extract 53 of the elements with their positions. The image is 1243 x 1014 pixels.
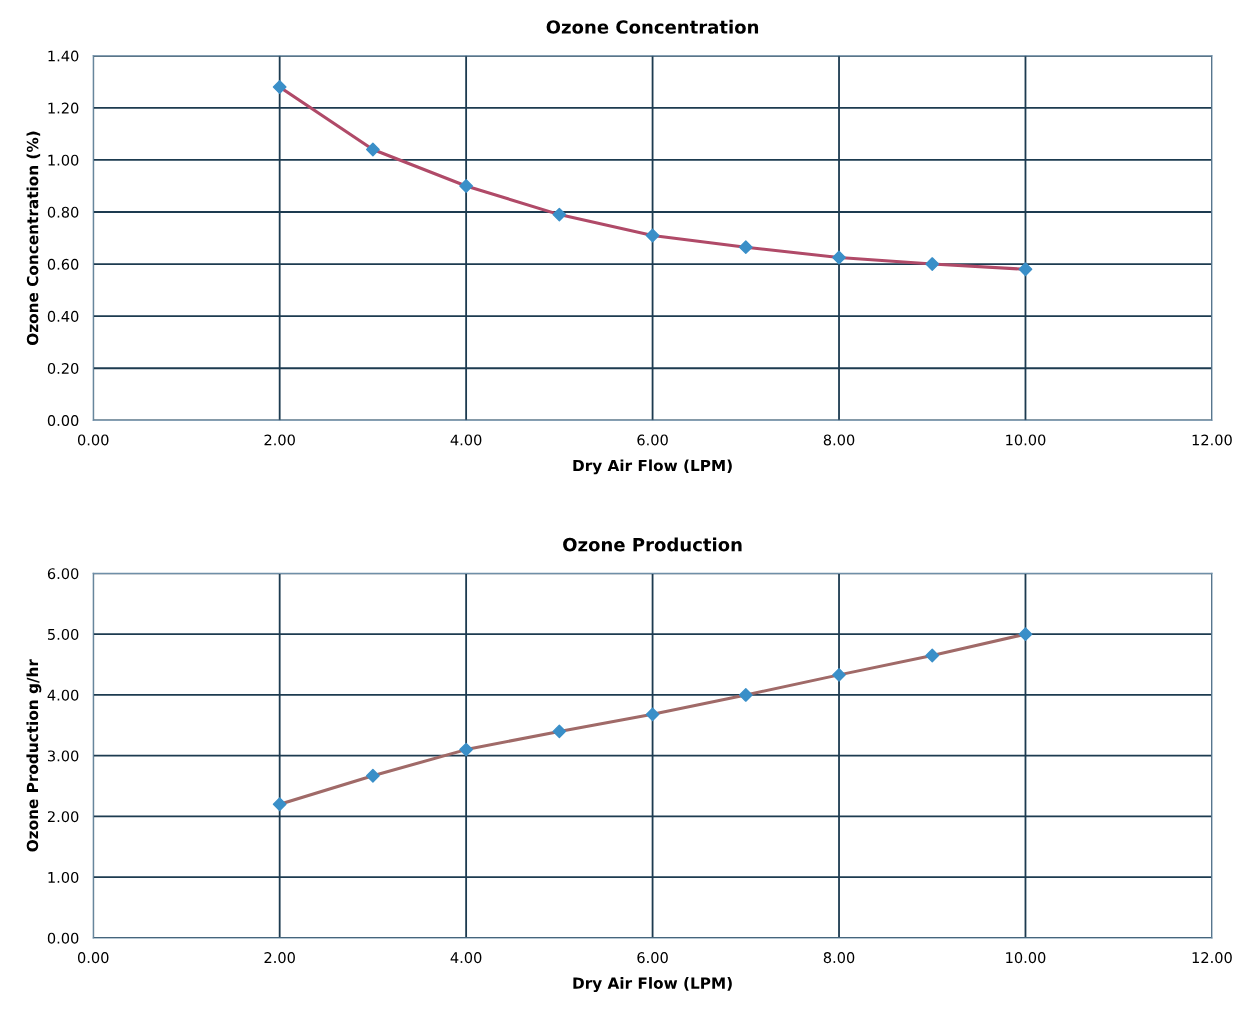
y-axis-title: Ozone Concentration (%) <box>26 131 41 346</box>
x-tick-label: 0.00 <box>77 952 109 964</box>
point <box>738 688 753 702</box>
y-tick-label: 1.40 <box>48 50 79 62</box>
x-tick-label: 8.00 <box>823 952 855 964</box>
x-tick-label: 10.00 <box>1006 952 1046 964</box>
y-tick-label: 0.80 <box>47 206 79 218</box>
y-tick-label: 1.20 <box>48 102 79 114</box>
point <box>738 240 753 255</box>
point <box>1018 262 1033 277</box>
point <box>832 667 846 682</box>
point <box>925 257 940 271</box>
x-tick-label: 6.00 <box>637 434 668 446</box>
point <box>1018 627 1033 642</box>
point <box>552 207 567 222</box>
y-tick-label: 5.00 <box>47 628 79 640</box>
y-tick-label: 6.00 <box>47 568 79 580</box>
x-tick-label: 6.00 <box>637 952 668 964</box>
y-tick-label: 2.00 <box>47 811 79 823</box>
y-tick-label: 0.20 <box>47 362 79 374</box>
y-tick-label: 4.00 <box>47 689 79 701</box>
chart-title: Ozone Concentration <box>546 19 759 34</box>
point <box>365 768 380 783</box>
x-tick-label: 2.00 <box>264 434 295 446</box>
y-axis-title: Ozone Production g/hr <box>26 659 42 852</box>
y-tick-label: 1.00 <box>48 871 79 883</box>
y-tick-label: 0.40 <box>47 310 79 322</box>
x-tick-label: 12.00 <box>1192 952 1232 964</box>
point <box>459 742 474 757</box>
y-tick-label: 0.60 <box>47 258 79 270</box>
y-tick-label: 3.00 <box>47 750 79 762</box>
x-axis-title: Dry Air Flow (LPM) <box>573 977 732 992</box>
point <box>645 228 660 243</box>
x-tick-label: 10.00 <box>1006 434 1046 446</box>
point <box>272 80 287 94</box>
x-tick-label: 8.00 <box>823 434 855 446</box>
y-tick-label: 1.00 <box>48 154 79 166</box>
point <box>459 179 474 193</box>
point <box>832 250 846 265</box>
point <box>645 707 660 722</box>
x-tick-label: 12.00 <box>1192 434 1232 446</box>
x-tick-label: 2.00 <box>264 952 295 964</box>
x-tick-label: 4.00 <box>450 434 482 446</box>
x-axis-title: Dry Air Flow (LPM) <box>573 459 732 475</box>
chart-title: Ozone Production <box>563 537 742 552</box>
point <box>365 142 380 157</box>
y-tick-label: 0.00 <box>47 932 79 944</box>
y-tick-label: 0.00 <box>47 415 79 427</box>
x-tick-label: 0.00 <box>77 434 109 446</box>
point <box>552 724 567 739</box>
x-tick-label: 4.00 <box>450 952 482 964</box>
point <box>925 648 940 663</box>
point <box>272 797 287 812</box>
